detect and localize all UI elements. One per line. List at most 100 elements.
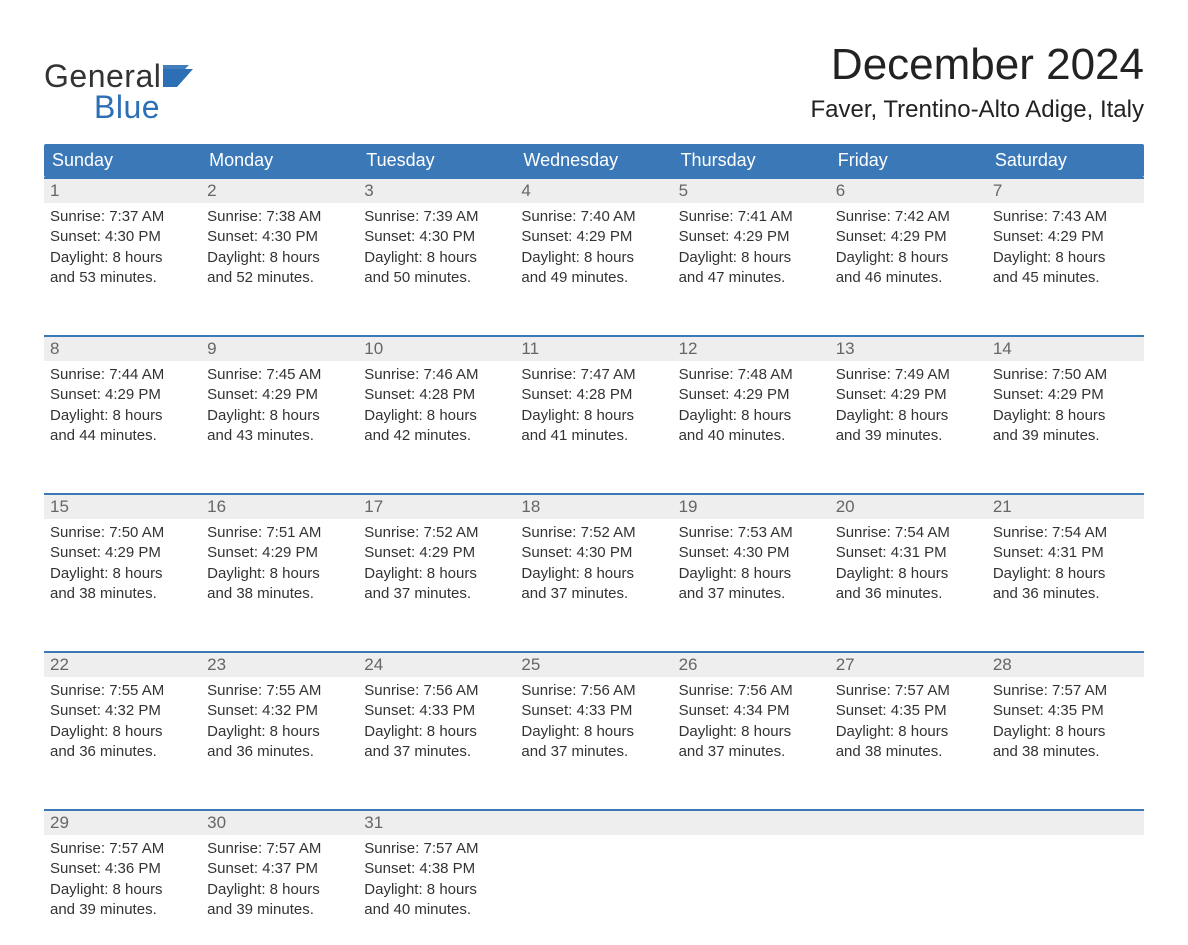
calendar-cell: Sunrise: 7:40 AMSunset: 4:29 PMDaylight:… — [515, 203, 672, 313]
cell-content: Sunrise: 7:57 AMSunset: 4:36 PMDaylight:… — [44, 835, 201, 926]
day-number: 11 — [515, 337, 672, 361]
daylight2-line: and 40 minutes. — [364, 900, 509, 920]
daylight1-line: Daylight: 8 hours — [207, 564, 352, 584]
daylight2-line: and 36 minutes. — [836, 584, 981, 604]
day-number: 29 — [44, 811, 201, 835]
sunrise-line: Sunrise: 7:51 AM — [207, 523, 352, 543]
calendar-cell: Sunrise: 7:53 AMSunset: 4:30 PMDaylight:… — [673, 519, 830, 629]
sunset-line: Sunset: 4:29 PM — [993, 227, 1138, 247]
sunrise-line: Sunrise: 7:57 AM — [364, 839, 509, 859]
day-number: 26 — [673, 653, 830, 677]
daylight2-line: and 36 minutes. — [207, 742, 352, 762]
day-number: 25 — [515, 653, 672, 677]
sunset-line: Sunset: 4:36 PM — [50, 859, 195, 879]
calendar-week: 293031 Sunrise: 7:57 AMSunset: 4:36 PMDay… — [44, 809, 1144, 945]
location-subtitle: Faver, Trentino-Alto Adige, Italy — [810, 96, 1144, 124]
day-number: 27 — [830, 653, 987, 677]
day-number: 4 — [515, 179, 672, 203]
day-number: 1 — [44, 179, 201, 203]
sunrise-line: Sunrise: 7:46 AM — [364, 365, 509, 385]
cell-content: Sunrise: 7:48 AMSunset: 4:29 PMDaylight:… — [673, 361, 830, 452]
cell-content: Sunrise: 7:45 AMSunset: 4:29 PMDaylight:… — [201, 361, 358, 452]
daylight1-line: Daylight: 8 hours — [993, 248, 1138, 268]
cell-content: Sunrise: 7:52 AMSunset: 4:30 PMDaylight:… — [515, 519, 672, 610]
daynum-row: 22232425262728 — [44, 653, 1144, 677]
cell-content: Sunrise: 7:50 AMSunset: 4:29 PMDaylight:… — [44, 519, 201, 610]
week-content-row: Sunrise: 7:57 AMSunset: 4:36 PMDaylight:… — [44, 835, 1144, 945]
calendar-cell: Sunrise: 7:51 AMSunset: 4:29 PMDaylight:… — [201, 519, 358, 629]
sunset-line: Sunset: 4:31 PM — [836, 543, 981, 563]
daylight2-line: and 39 minutes. — [50, 900, 195, 920]
week-content-row: Sunrise: 7:50 AMSunset: 4:29 PMDaylight:… — [44, 519, 1144, 629]
day-number — [515, 811, 672, 835]
calendar: Sunday Monday Tuesday Wednesday Thursday… — [44, 144, 1144, 945]
sunset-line: Sunset: 4:37 PM — [207, 859, 352, 879]
week-content-row: Sunrise: 7:37 AMSunset: 4:30 PMDaylight:… — [44, 203, 1144, 313]
sunset-line: Sunset: 4:29 PM — [364, 543, 509, 563]
cell-content: Sunrise: 7:52 AMSunset: 4:29 PMDaylight:… — [358, 519, 515, 610]
daylight2-line: and 37 minutes. — [364, 584, 509, 604]
cell-content: Sunrise: 7:57 AMSunset: 4:35 PMDaylight:… — [987, 677, 1144, 768]
daylight1-line: Daylight: 8 hours — [993, 564, 1138, 584]
day-number — [673, 811, 830, 835]
daylight1-line: Daylight: 8 hours — [521, 248, 666, 268]
weekday-header: Monday — [201, 144, 358, 177]
daylight1-line: Daylight: 8 hours — [364, 564, 509, 584]
sunset-line: Sunset: 4:32 PM — [207, 701, 352, 721]
day-number: 30 — [201, 811, 358, 835]
sunset-line: Sunset: 4:29 PM — [521, 227, 666, 247]
sunrise-line: Sunrise: 7:52 AM — [521, 523, 666, 543]
sunset-line: Sunset: 4:38 PM — [364, 859, 509, 879]
sunset-line: Sunset: 4:30 PM — [679, 543, 824, 563]
cell-content: Sunrise: 7:51 AMSunset: 4:29 PMDaylight:… — [201, 519, 358, 610]
day-number: 22 — [44, 653, 201, 677]
daylight1-line: Daylight: 8 hours — [836, 406, 981, 426]
daylight2-line: and 36 minutes. — [993, 584, 1138, 604]
calendar-cell: Sunrise: 7:39 AMSunset: 4:30 PMDaylight:… — [358, 203, 515, 313]
sunrise-line: Sunrise: 7:57 AM — [50, 839, 195, 859]
sunrise-line: Sunrise: 7:41 AM — [679, 207, 824, 227]
weekday-header: Thursday — [673, 144, 830, 177]
sunrise-line: Sunrise: 7:52 AM — [364, 523, 509, 543]
calendar-cell: Sunrise: 7:46 AMSunset: 4:28 PMDaylight:… — [358, 361, 515, 471]
page-title: December 2024 — [810, 40, 1144, 90]
weekday-header: Sunday — [44, 144, 201, 177]
cell-content: Sunrise: 7:47 AMSunset: 4:28 PMDaylight:… — [515, 361, 672, 452]
calendar-week: 1234567Sunrise: 7:37 AMSunset: 4:30 PMDa… — [44, 177, 1144, 313]
sunrise-line: Sunrise: 7:53 AM — [679, 523, 824, 543]
calendar-cell: Sunrise: 7:37 AMSunset: 4:30 PMDaylight:… — [44, 203, 201, 313]
header: General Blue December 2024 Faver, Trenti… — [44, 40, 1144, 126]
daylight1-line: Daylight: 8 hours — [836, 722, 981, 742]
weekday-header: Friday — [830, 144, 987, 177]
daylight1-line: Daylight: 8 hours — [521, 722, 666, 742]
day-number: 3 — [358, 179, 515, 203]
day-number: 10 — [358, 337, 515, 361]
calendar-cell: Sunrise: 7:50 AMSunset: 4:29 PMDaylight:… — [987, 361, 1144, 471]
daylight2-line: and 43 minutes. — [207, 426, 352, 446]
title-block: December 2024 Faver, Trentino-Alto Adige… — [810, 40, 1144, 124]
daylight2-line: and 38 minutes. — [836, 742, 981, 762]
daylight2-line: and 38 minutes. — [993, 742, 1138, 762]
day-number: 28 — [987, 653, 1144, 677]
cell-content: Sunrise: 7:42 AMSunset: 4:29 PMDaylight:… — [830, 203, 987, 294]
sunrise-line: Sunrise: 7:55 AM — [207, 681, 352, 701]
calendar-cell: Sunrise: 7:57 AMSunset: 4:35 PMDaylight:… — [830, 677, 987, 787]
day-number — [987, 811, 1144, 835]
day-number: 31 — [358, 811, 515, 835]
day-number: 7 — [987, 179, 1144, 203]
daylight1-line: Daylight: 8 hours — [207, 722, 352, 742]
cell-content: Sunrise: 7:39 AMSunset: 4:30 PMDaylight:… — [358, 203, 515, 294]
daylight1-line: Daylight: 8 hours — [207, 406, 352, 426]
sunrise-line: Sunrise: 7:48 AM — [679, 365, 824, 385]
daylight2-line: and 36 minutes. — [50, 742, 195, 762]
sunset-line: Sunset: 4:35 PM — [993, 701, 1138, 721]
cell-content: Sunrise: 7:57 AMSunset: 4:37 PMDaylight:… — [201, 835, 358, 926]
daylight1-line: Daylight: 8 hours — [679, 248, 824, 268]
daylight2-line: and 50 minutes. — [364, 268, 509, 288]
calendar-cell — [830, 835, 987, 945]
day-number: 21 — [987, 495, 1144, 519]
daylight2-line: and 37 minutes. — [521, 584, 666, 604]
sunset-line: Sunset: 4:35 PM — [836, 701, 981, 721]
sunset-line: Sunset: 4:29 PM — [50, 543, 195, 563]
daynum-row: 891011121314 — [44, 337, 1144, 361]
